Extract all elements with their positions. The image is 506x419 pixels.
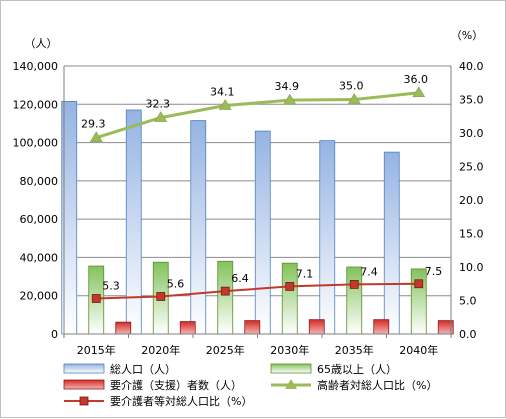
y-right-tick-label: 15.0 xyxy=(459,228,484,241)
point-marker xyxy=(218,99,232,110)
legend-marker xyxy=(79,396,89,406)
point-marker xyxy=(283,93,297,105)
y-right-unit-label: （%） xyxy=(451,29,483,42)
point-marker xyxy=(285,282,295,291)
y-right-tick-label: 0.0 xyxy=(459,328,477,341)
data-label: 6.4 xyxy=(231,272,249,285)
y-left-tick-label: 100,000 xyxy=(13,137,59,150)
bar xyxy=(179,321,196,335)
data-label: 34.1 xyxy=(210,86,235,99)
y-left-tick-label: 20,000 xyxy=(20,290,59,303)
y-right-tick-label: 20.0 xyxy=(459,194,484,207)
legend-label: 総人口（人） xyxy=(110,362,176,376)
y-right-tick-label: 30.0 xyxy=(459,127,484,140)
data-label: 35.0 xyxy=(339,80,364,93)
point-marker xyxy=(349,280,359,289)
point-marker xyxy=(414,279,424,289)
y-left-tick-label: 120,000 xyxy=(13,98,59,111)
x-tick-label: 2025年 xyxy=(206,343,245,357)
data-label: 7.5 xyxy=(425,265,443,278)
y-left-tick-label: 140,000 xyxy=(13,60,59,73)
y-right-tick-label: 5.0 xyxy=(459,295,477,308)
data-label: 29.3 xyxy=(81,118,106,131)
bar xyxy=(319,140,336,335)
x-tick-label: 2030年 xyxy=(270,343,309,357)
point-marker xyxy=(412,86,426,98)
x-tick-label: 2035年 xyxy=(335,343,374,357)
legend-swatch xyxy=(63,379,105,390)
data-label: 7.1 xyxy=(296,267,314,280)
bar xyxy=(244,320,261,335)
bar xyxy=(190,120,207,335)
data-label: 5.6 xyxy=(167,277,185,290)
point-marker xyxy=(154,111,168,122)
data-label: 5.3 xyxy=(102,279,120,292)
x-tick-label: 2040年 xyxy=(399,343,438,357)
y-right-tick-label: 25.0 xyxy=(459,161,484,174)
legend-label: 65歳以上（人） xyxy=(317,363,397,376)
series-line xyxy=(95,91,419,140)
point-marker xyxy=(347,93,361,104)
y-right-tick-label: 40.0 xyxy=(459,60,484,73)
y-right-tick-label: 35.0 xyxy=(459,94,484,107)
y-left-tick-label: 0 xyxy=(51,328,58,341)
legend-label: 要介護（支援）者数（人） xyxy=(110,378,242,392)
legend-label: 高齢者対総人口比（%） xyxy=(317,378,437,392)
bar xyxy=(410,268,427,335)
point-marker xyxy=(156,292,166,301)
legend-swatch xyxy=(63,363,105,374)
x-tick-label: 2020年 xyxy=(141,343,180,357)
bar xyxy=(373,319,390,335)
y-right-tick-label: 10.0 xyxy=(459,261,484,274)
legend-swatch xyxy=(270,363,312,374)
x-tick-label: 2015年 xyxy=(77,343,116,357)
data-label: 34.9 xyxy=(275,80,300,93)
data-label: 7.4 xyxy=(360,265,378,278)
series-line xyxy=(96,282,419,300)
y-left-tick-label: 40,000 xyxy=(20,251,59,264)
bar xyxy=(254,130,271,335)
bar xyxy=(383,151,400,335)
bar xyxy=(125,109,142,335)
legend-marker xyxy=(285,379,297,389)
bar xyxy=(115,321,132,335)
y-left-tick-label: 60,000 xyxy=(20,213,59,226)
point-marker xyxy=(89,131,103,142)
data-label: 32.3 xyxy=(146,98,171,111)
point-marker xyxy=(220,286,230,296)
data-label: 36.0 xyxy=(404,73,429,86)
point-marker xyxy=(91,294,101,303)
y-left-unit-label: （人） xyxy=(25,37,58,50)
y-left-tick-label: 80,000 xyxy=(20,175,59,188)
legend-label: 要介護者等対総人口比（%） xyxy=(110,394,252,408)
bar xyxy=(308,319,325,335)
